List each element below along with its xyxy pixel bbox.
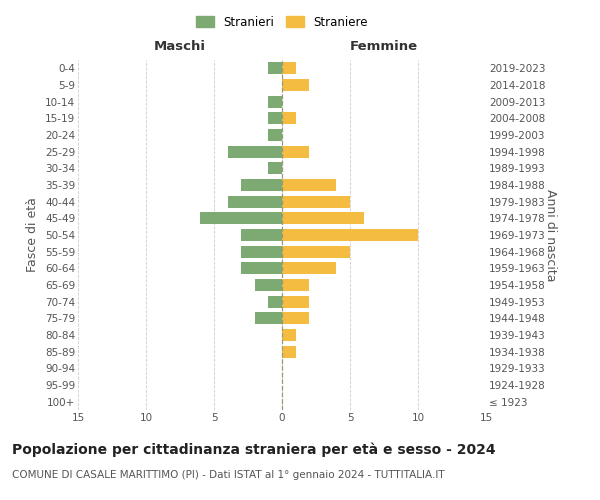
Bar: [241, 229, 282, 241]
Bar: [282, 346, 296, 358]
Bar: [268, 96, 282, 108]
Bar: [282, 179, 337, 191]
Bar: [268, 112, 282, 124]
Legend: Stranieri, Straniere: Stranieri, Straniere: [191, 11, 373, 34]
Text: Popolazione per cittadinanza straniera per età e sesso - 2024: Popolazione per cittadinanza straniera p…: [12, 442, 496, 457]
Bar: [282, 229, 418, 241]
Bar: [282, 212, 364, 224]
Bar: [227, 196, 282, 207]
Bar: [282, 79, 309, 91]
Bar: [268, 162, 282, 174]
Bar: [268, 62, 282, 74]
Bar: [282, 112, 296, 124]
Bar: [282, 296, 309, 308]
Bar: [282, 262, 337, 274]
Bar: [255, 312, 282, 324]
Bar: [268, 129, 282, 141]
Bar: [282, 246, 350, 258]
Bar: [282, 62, 296, 74]
Bar: [282, 312, 309, 324]
Text: COMUNE DI CASALE MARITTIMO (PI) - Dati ISTAT al 1° gennaio 2024 - TUTTITALIA.IT: COMUNE DI CASALE MARITTIMO (PI) - Dati I…: [12, 470, 445, 480]
Bar: [227, 146, 282, 158]
Bar: [282, 279, 309, 291]
Bar: [200, 212, 282, 224]
Bar: [282, 196, 350, 207]
Text: Femmine: Femmine: [350, 40, 418, 52]
Y-axis label: Anni di nascita: Anni di nascita: [544, 188, 557, 281]
Text: Maschi: Maschi: [154, 40, 206, 52]
Bar: [282, 329, 296, 341]
Bar: [282, 146, 309, 158]
Bar: [268, 296, 282, 308]
Bar: [241, 246, 282, 258]
Bar: [241, 262, 282, 274]
Bar: [255, 279, 282, 291]
Bar: [241, 179, 282, 191]
Y-axis label: Fasce di età: Fasce di età: [26, 198, 40, 272]
